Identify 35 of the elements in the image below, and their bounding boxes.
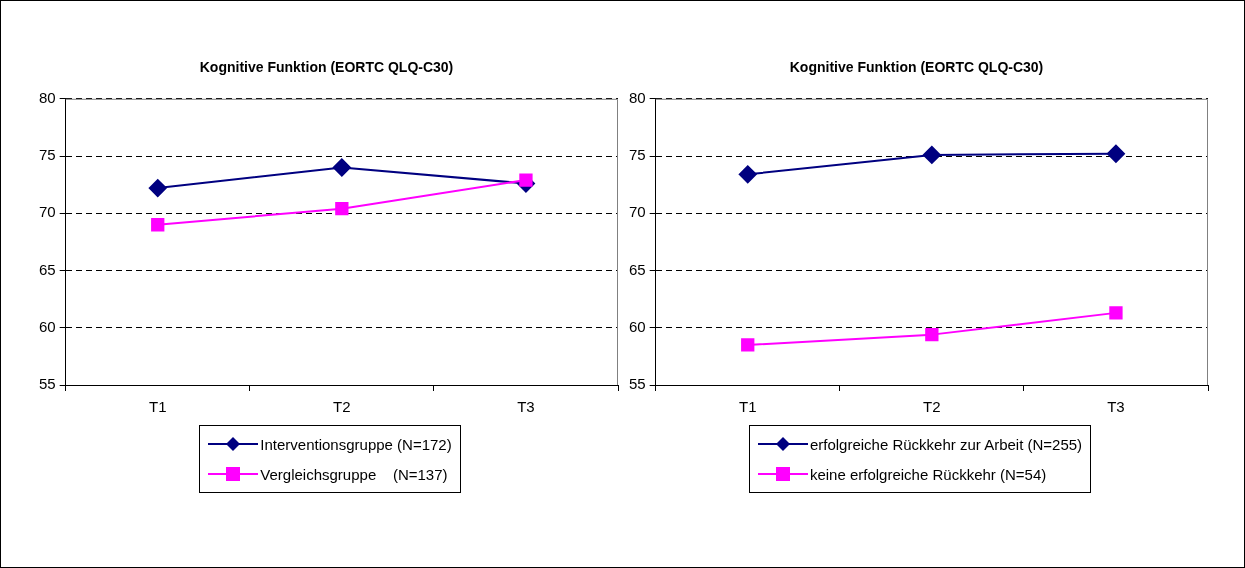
y-tick-label: 60 [629, 317, 646, 335]
point [1106, 144, 1125, 163]
legend-label: Interventionsgruppe (N=172) [260, 435, 452, 453]
point [1109, 306, 1123, 320]
point [741, 338, 755, 352]
point [738, 165, 757, 184]
y-tick-label: 60 [39, 317, 56, 335]
point [925, 327, 939, 342]
y-tick-label: 70 [629, 203, 646, 221]
point [151, 218, 165, 232]
y-tick-label: 70 [39, 203, 56, 221]
x-tick-label: T2 [923, 398, 941, 416]
x-tick-label: T3 [1107, 398, 1125, 416]
y-tick-label: 55 [629, 375, 646, 393]
y-tick-label: 80 [39, 88, 56, 106]
y-tick-label: 65 [39, 260, 56, 278]
x-tick-label: T1 [738, 398, 757, 416]
y-tick-label: 80 [629, 88, 646, 106]
point [332, 158, 351, 177]
point [335, 202, 349, 216]
point [922, 145, 941, 164]
x-tick-label: T2 [333, 398, 351, 416]
legend-label: erfolgreiche Rückkehr zur Arbeit (N=255) [809, 435, 1083, 453]
y-tick-label: 65 [629, 260, 646, 278]
legend-label: Vergleichsgruppe (N=137) [260, 465, 448, 483]
chart-title: Kognitive Funktion (EORTC QLQ-C30) [789, 59, 1044, 76]
y-tick-label: 55 [39, 375, 56, 393]
x-tick-label: T1 [148, 398, 167, 416]
x-tick-label: T3 [517, 398, 535, 416]
legend-label: keine erfolgreiche Rückkehr (N=54) [809, 465, 1047, 483]
y-tick-label: 75 [629, 146, 646, 164]
chart-title: Kognitive Funktion (EORTC QLQ-C30) [199, 59, 454, 76]
point [148, 179, 167, 198]
point [519, 173, 533, 187]
y-tick-label: 75 [39, 146, 56, 164]
